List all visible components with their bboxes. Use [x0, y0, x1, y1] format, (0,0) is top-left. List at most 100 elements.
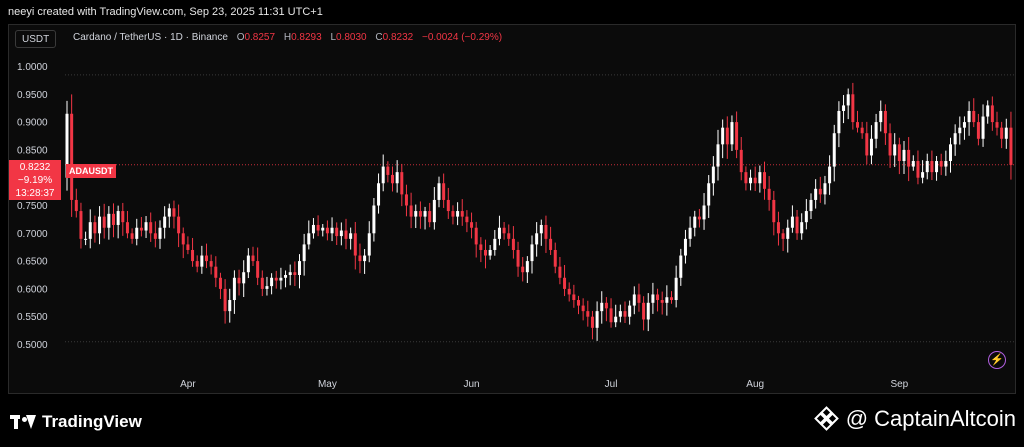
candle-body	[88, 222, 92, 239]
candle	[284, 270, 288, 288]
candle	[404, 184, 408, 217]
candle-body	[795, 216, 799, 234]
candle	[144, 216, 148, 238]
candle-body	[911, 161, 915, 167]
candle	[511, 226, 515, 259]
legend-close-value: 0.8232	[382, 32, 414, 43]
symbol-button[interactable]: USDT	[15, 30, 57, 48]
candle-body	[837, 110, 841, 134]
candle	[400, 163, 404, 207]
candle-body	[949, 144, 952, 162]
candle	[507, 224, 511, 246]
candle-body	[246, 255, 250, 273]
candle-body	[1000, 127, 1004, 139]
candle-body	[776, 222, 780, 234]
candle-body	[800, 222, 804, 234]
candle	[814, 179, 818, 209]
candle-body	[804, 211, 808, 223]
candle	[381, 154, 385, 192]
candle	[84, 231, 88, 246]
candle-body	[707, 183, 711, 206]
candle	[423, 206, 427, 230]
candle	[460, 199, 464, 226]
candle	[693, 210, 697, 237]
candle	[944, 150, 948, 176]
candle	[590, 310, 594, 340]
candle-body	[414, 211, 418, 217]
tradingview-logo-icon	[10, 415, 36, 429]
candle-body	[763, 172, 766, 189]
candle	[353, 221, 357, 270]
candle	[921, 160, 925, 184]
candle-body	[270, 277, 274, 287]
candle-body	[381, 166, 385, 184]
candle-body	[181, 233, 185, 245]
candle-body	[809, 199, 813, 212]
candle	[446, 187, 450, 219]
candle	[818, 176, 822, 203]
candle-body	[404, 194, 408, 206]
candle	[256, 247, 260, 286]
candle-body	[539, 224, 543, 234]
candlestick-chart[interactable]: 1.00000.95000.90000.85000.80000.75000.70…	[9, 25, 1015, 393]
candle	[102, 203, 106, 239]
candle-body	[897, 144, 901, 162]
candle-body	[391, 174, 394, 184]
candle	[749, 169, 753, 191]
candle-body	[609, 308, 613, 323]
candle-body	[256, 261, 260, 278]
candle-body	[879, 110, 883, 123]
candle-body	[116, 211, 120, 225]
legend-open-label: O	[236, 32, 245, 43]
candle-body	[749, 177, 753, 184]
candle	[842, 95, 846, 124]
candle	[614, 304, 618, 328]
candle	[530, 235, 534, 274]
candle-body	[865, 133, 869, 156]
candle-body	[944, 161, 948, 167]
candle	[488, 245, 492, 260]
lightning-icon[interactable]: ⚡	[988, 351, 1006, 369]
candle-body	[702, 205, 706, 220]
candle	[883, 104, 887, 145]
candle	[116, 205, 120, 239]
candle	[311, 218, 315, 239]
candle-body	[205, 255, 208, 262]
candle-body	[693, 216, 697, 228]
candle	[246, 248, 250, 279]
legend-low-value: 0.8030	[336, 32, 367, 43]
candle	[851, 82, 855, 130]
candle-body	[916, 161, 920, 178]
candle	[856, 110, 859, 133]
candle-body	[488, 249, 492, 256]
candle-body	[149, 222, 153, 234]
candle-body	[484, 249, 487, 256]
candle-body	[516, 249, 520, 267]
tradingview-logo[interactable]: TradingView	[10, 412, 142, 432]
candle	[107, 206, 111, 240]
candle-body	[786, 227, 790, 239]
candle-body	[186, 244, 190, 250]
candle-body	[883, 110, 887, 134]
legend-change: −0.0024 (−0.29%)	[422, 32, 503, 43]
candle	[335, 222, 339, 246]
x-tick-label: Jun	[463, 379, 479, 390]
candle	[893, 133, 897, 167]
candle-body	[102, 216, 106, 228]
candle-body	[442, 183, 446, 200]
candle	[753, 166, 757, 192]
candle-body	[279, 277, 283, 281]
candle-body	[493, 238, 497, 250]
y-tick-label: 0.5500	[17, 312, 48, 323]
candle	[79, 202, 83, 249]
candle-body	[590, 316, 594, 328]
chart-panel[interactable]: 1.00000.95000.90000.85000.80000.75000.70…	[8, 24, 1016, 394]
candle	[939, 153, 943, 176]
candle	[339, 222, 343, 246]
candle	[377, 173, 381, 214]
candle-body	[874, 122, 878, 139]
candle	[521, 257, 525, 282]
candle-body	[535, 233, 539, 245]
candle-body	[651, 294, 655, 303]
candle	[74, 188, 78, 218]
